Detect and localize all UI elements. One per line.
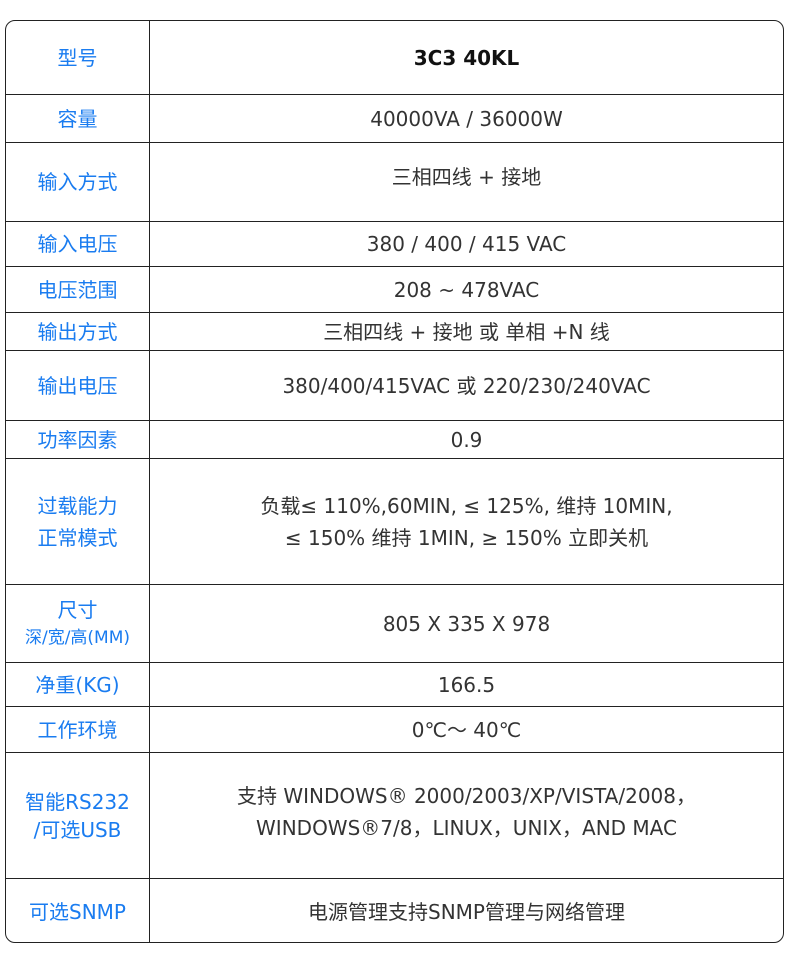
value-voltage-range: 208 ~ 478VAC xyxy=(393,277,540,302)
row-model: 型号 3C3 40KL xyxy=(6,21,783,94)
label-snmp: 可选SNMP xyxy=(6,879,150,942)
label-dimensions: 尺寸 深/宽/高(MM) xyxy=(6,585,150,662)
row-snmp: 可选SNMP 电源管理支持SNMP管理与网络管理 xyxy=(6,878,783,942)
value-output-mode: 三相四线 + 接地 或 单相 +N 线 xyxy=(323,319,610,344)
row-weight: 净重(KG) 166.5 xyxy=(6,662,783,706)
label-voltage-range: 电压范围 xyxy=(6,267,150,312)
row-capacity: 容量 40000VA / 36000W xyxy=(6,94,783,142)
value-power-factor: 0.9 xyxy=(450,427,483,452)
label-overload: 过载能力 正常模式 xyxy=(6,459,150,584)
label-environment: 工作环境 xyxy=(6,707,150,752)
value-input-voltage: 380 / 400 / 415 VAC xyxy=(366,232,567,256)
value-weight: 166.5 xyxy=(437,672,496,697)
label-rs232-usb: 智能RS232 /可选USB xyxy=(6,753,150,878)
value-output-voltage: 380/400/415VAC 或 220/230/240VAC xyxy=(282,373,651,398)
row-input-voltage: 输入电压 380 / 400 / 415 VAC xyxy=(6,221,783,266)
row-overload: 过载能力 正常模式 负载≤ 110%,60MIN, ≤ 125%, 维持 10M… xyxy=(6,458,783,584)
label-input-voltage: 输入电压 xyxy=(6,222,150,266)
spec-table: 型号 3C3 40KL 容量 40000VA / 36000W 输入方式 三相四… xyxy=(5,20,784,943)
label-dimensions-unit: 深/宽/高(MM) xyxy=(24,627,131,648)
value-overload: 负载≤ 110%,60MIN, ≤ 125%, 维持 10MIN, ≤ 150%… xyxy=(260,493,673,550)
row-voltage-range: 电压范围 208 ~ 478VAC xyxy=(6,266,783,312)
label-input-mode: 输入方式 xyxy=(6,143,150,221)
row-output-mode: 输出方式 三相四线 + 接地 或 单相 +N 线 xyxy=(6,312,783,350)
value-input-mode: 三相四线 + 接地 xyxy=(391,165,542,189)
row-dimensions: 尺寸 深/宽/高(MM) 805 X 335 X 978 xyxy=(6,584,783,662)
row-input-mode: 输入方式 三相四线 + 接地 xyxy=(6,142,783,221)
value-snmp: 电源管理支持SNMP管理与网络管理 xyxy=(308,899,625,924)
value-environment: 0℃～ 40℃ xyxy=(411,717,522,742)
value-rs232-usb: 支持 WINDOWS® 2000/2003/XP/VISTA/2008， WIN… xyxy=(237,784,696,840)
value-capacity: 40000VA / 36000W xyxy=(370,106,563,131)
label-power-factor: 功率因素 xyxy=(6,421,150,458)
value-dimensions: 805 X 335 X 978 xyxy=(382,611,551,636)
label-output-mode: 输出方式 xyxy=(6,313,150,350)
row-power-factor: 功率因素 0.9 xyxy=(6,420,783,458)
row-rs232-usb: 智能RS232 /可选USB 支持 WINDOWS® 2000/2003/XP/… xyxy=(6,752,783,878)
label-dimensions-title: 尺寸 xyxy=(57,597,98,622)
label-model: 型号 xyxy=(6,21,150,94)
label-output-voltage: 输出电压 xyxy=(6,351,150,420)
label-capacity: 容量 xyxy=(6,95,150,142)
label-weight: 净重(KG) xyxy=(6,663,150,706)
row-environment: 工作环境 0℃～ 40℃ xyxy=(6,706,783,752)
value-model: 3C3 40KL xyxy=(413,45,520,70)
row-output-voltage: 输出电压 380/400/415VAC 或 220/230/240VAC xyxy=(6,350,783,420)
